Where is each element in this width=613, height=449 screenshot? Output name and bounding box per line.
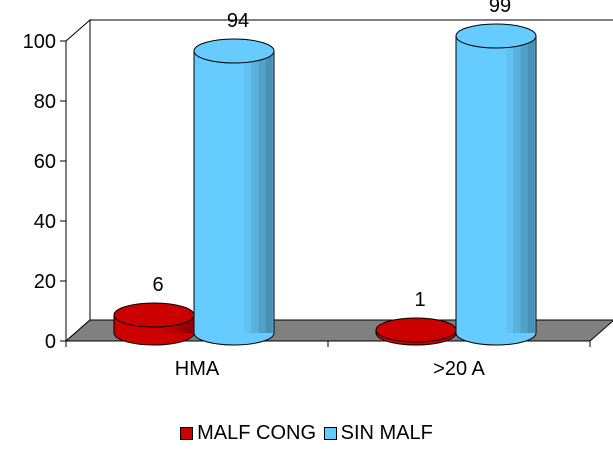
legend-item-sin-malf: SIN MALF [323, 422, 433, 445]
legend: MALF CONG SIN MALF [0, 422, 613, 446]
bar-cylinder-top [375, 317, 457, 343]
bar-cylinder-shade [265, 51, 273, 333]
bar-cylinder-top [193, 38, 275, 64]
legend-label-sin-malf: SIN MALF [340, 422, 433, 444]
bar-cylinder-top [113, 302, 195, 328]
y-tick-label: 0 [45, 331, 56, 353]
data-label: 6 [152, 274, 163, 296]
side-wall [65, 18, 91, 343]
y-tick-label: 60 [34, 151, 56, 173]
bar-cylinder-shade [185, 315, 193, 333]
legend-swatch-malf-cong [180, 427, 194, 440]
bar-cylinder-shade [506, 36, 514, 333]
bar-cylinder-top [455, 23, 537, 49]
y-tick-label: 40 [34, 211, 56, 233]
bar-cylinder-shade [520, 36, 528, 333]
legend-label-malf-cong: MALF CONG [197, 422, 317, 444]
bar-cylinder-shade [527, 36, 535, 333]
y-tick-label: 20 [34, 271, 56, 293]
y-tick-label: 100 [23, 31, 56, 53]
data-label: 99 [489, 0, 511, 17]
y-tick-label: 80 [34, 91, 56, 113]
chart: 0 20 40 60 80 100 HMA >20 A 6 94 1 99 [23, 0, 613, 380]
legend-swatch-sin-malf [323, 427, 337, 440]
data-label: 94 [227, 10, 249, 32]
x-category-label: >20 A [433, 358, 485, 380]
bar-cylinder-shade [513, 36, 521, 333]
x-category-label: HMA [175, 358, 220, 380]
data-label: 1 [414, 289, 425, 311]
bar-cylinder-shade [258, 51, 266, 333]
bar-cylinder-shade [244, 51, 252, 333]
legend-item-malf-cong: MALF CONG [180, 422, 316, 445]
bar-cylinder-shade [251, 51, 259, 333]
